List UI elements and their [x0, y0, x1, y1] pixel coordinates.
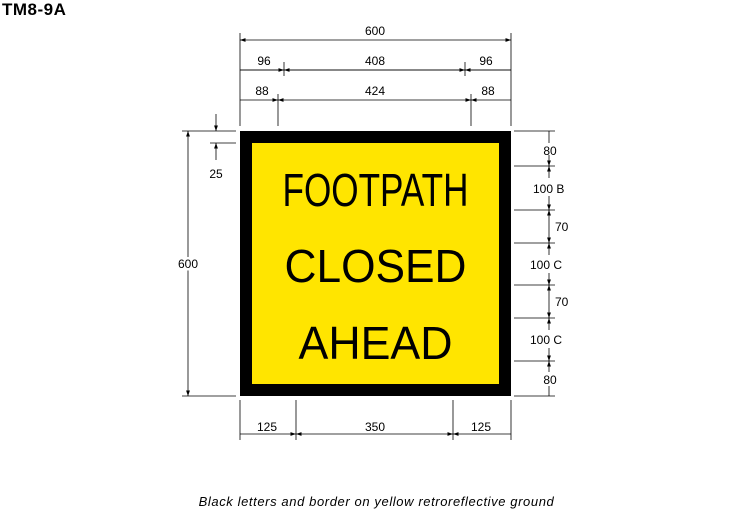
dim-overall-height	[182, 130, 236, 397]
dim-row-96-right: 96	[479, 54, 493, 68]
dim-border-inset-label: 25	[209, 167, 223, 181]
dim-bottom-left: 125	[257, 420, 277, 434]
dim-right-6: 100 C	[530, 333, 562, 347]
dim-row-88	[240, 94, 511, 126]
sign-caption: Black letters and border on yellow retro…	[198, 494, 555, 509]
dim-right-3: 70	[555, 220, 569, 234]
dim-bottom-row	[239, 400, 512, 440]
legend-line-1: FOOTPATH	[283, 164, 469, 216]
dim-row-88-left: 88	[255, 84, 269, 98]
dim-right-2: 100 B	[533, 182, 564, 196]
dim-overall-width	[239, 33, 512, 126]
dim-right-7: 80	[543, 373, 557, 387]
sign-yellow-ground	[252, 143, 499, 384]
dim-right-1: 80	[543, 144, 557, 158]
dim-right-5: 70	[555, 295, 569, 309]
dim-row-88-middle: 424	[365, 84, 385, 98]
dim-bottom-right: 125	[471, 420, 491, 434]
dim-overall-height-label: 600	[178, 257, 198, 271]
dim-row-88-right: 88	[481, 84, 495, 98]
dim-row-96-middle: 408	[365, 54, 385, 68]
sign-code-title: TM8-9A	[2, 0, 67, 19]
dim-overall-width-label: 600	[365, 24, 385, 38]
sign-panel: FOOTPATH CLOSED AHEAD	[240, 131, 511, 396]
dim-right-4: 100 C	[530, 258, 562, 272]
dim-border-inset	[210, 114, 236, 160]
dim-row-96	[240, 62, 511, 76]
legend-line-3: AHEAD	[299, 317, 453, 369]
dim-bottom-middle: 350	[365, 420, 385, 434]
legend-line-2: CLOSED	[285, 240, 467, 292]
dim-right-stack	[514, 130, 555, 397]
dim-row-96-left: 96	[257, 54, 271, 68]
